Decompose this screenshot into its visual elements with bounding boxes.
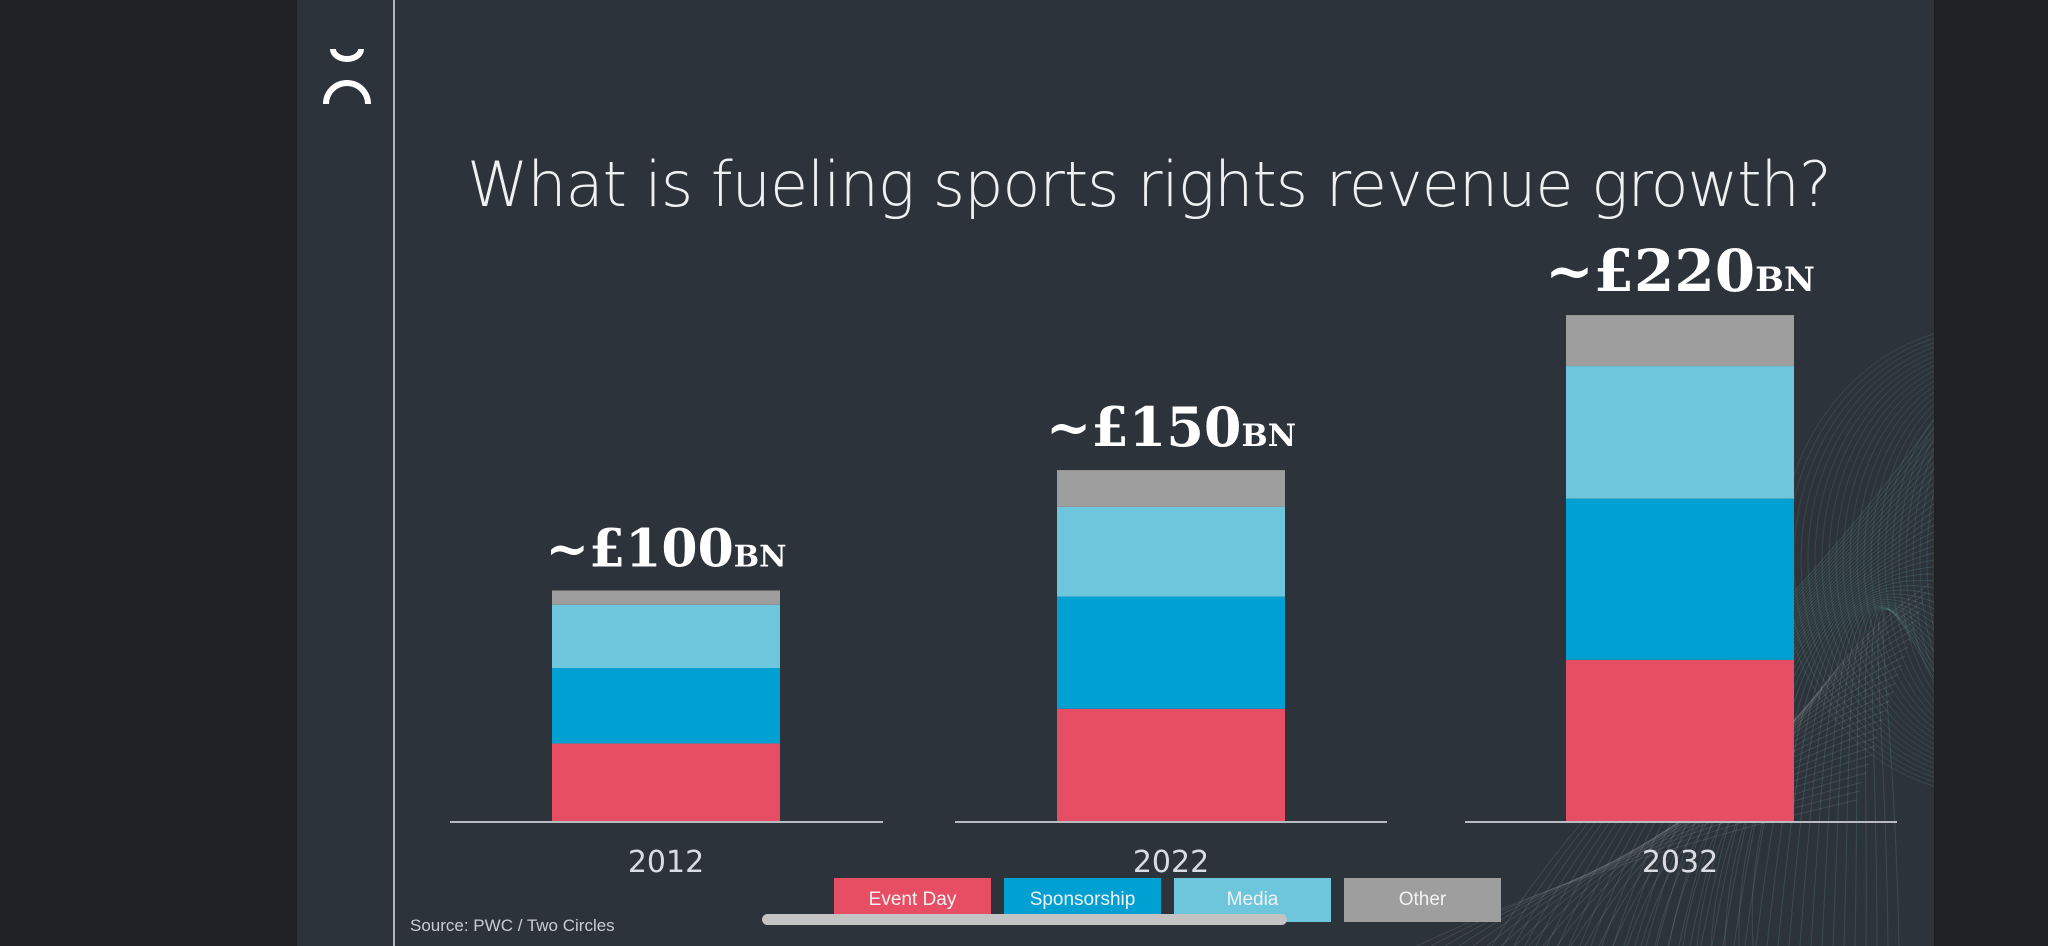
bar-total-label: ~£150BN — [1046, 395, 1296, 459]
bar-segment-sponsorship — [1057, 596, 1285, 709]
bar-total-label: ~£220BN — [1545, 237, 1815, 305]
legend-item-other: Other — [1344, 878, 1501, 922]
bar-segment-other — [1566, 315, 1794, 367]
bar-segment-event-day — [552, 743, 780, 821]
bar-segment-event-day — [1057, 708, 1285, 821]
bar-segment-media — [1566, 366, 1794, 499]
slide: What is fueling sports rights revenue gr… — [297, 0, 1934, 946]
source-note: Source: PWC / Two Circles — [410, 916, 615, 935]
x-tick-label: 2032 — [1642, 845, 1718, 880]
bar-total-label: ~£100BN — [545, 518, 786, 579]
bar-segment-media — [1057, 506, 1285, 597]
bar-segment-media — [552, 604, 780, 668]
stacked-bar-chart: ~£100BN 2012 ~£150BN 2022 ~£220BN 2032 — [450, 237, 1897, 880]
two-circles-logo-icon — [323, 48, 371, 105]
bar-segment-sponsorship — [552, 668, 780, 744]
bar-segment-event-day — [1566, 659, 1794, 821]
x-tick-label: 2012 — [628, 845, 704, 880]
slide-title: What is fueling sports rights revenue gr… — [467, 148, 1832, 221]
bar-segment-other — [552, 590, 780, 605]
x-tick-label: 2022 — [1133, 845, 1209, 880]
horizontal-scrollbar[interactable] — [762, 914, 1287, 925]
vertical-divider — [393, 0, 395, 946]
bar-segment-sponsorship — [1566, 498, 1794, 660]
bar-segment-other — [1057, 470, 1285, 507]
